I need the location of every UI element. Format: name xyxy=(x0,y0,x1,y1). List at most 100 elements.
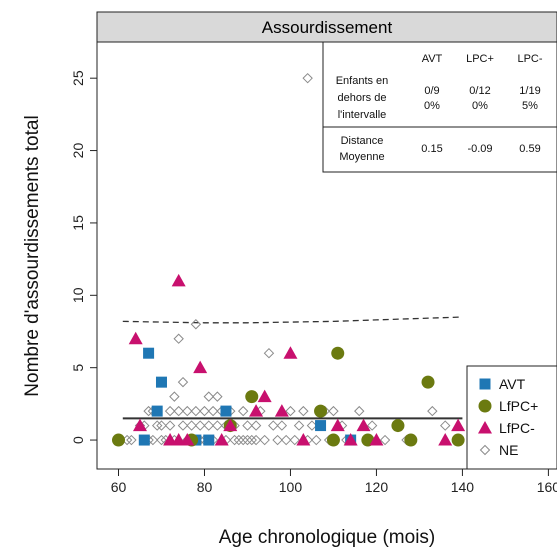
legend-label: LfPC+ xyxy=(499,398,538,414)
point-ne xyxy=(212,391,223,402)
point-ne xyxy=(207,405,219,417)
point-ne xyxy=(354,405,365,417)
point-lfpc-minus xyxy=(180,433,195,446)
stats-table: AVT LPC+ LPC- Enfants en dehors de l'interval… xyxy=(322,41,557,173)
point-ne xyxy=(229,434,240,446)
table-col-header: LPC+ xyxy=(466,53,494,65)
point-ne xyxy=(212,420,223,431)
point-ne xyxy=(164,405,176,417)
point-ne xyxy=(298,405,309,417)
point-ne xyxy=(246,434,257,446)
point-avt xyxy=(151,405,163,417)
table-cell: 0/12 xyxy=(469,85,490,97)
point-ne xyxy=(177,420,189,431)
point-avt xyxy=(220,405,232,417)
point-lfpc-minus xyxy=(132,418,147,432)
point-ne xyxy=(285,405,296,417)
point-lfpc-minus xyxy=(257,389,272,403)
y-axis-title: Nombre d'assourdissements total xyxy=(22,115,43,396)
point-ne xyxy=(194,420,206,431)
title-strip xyxy=(96,11,557,43)
table-cell: 0/9 xyxy=(424,85,439,97)
table-row-label: Moyenne xyxy=(339,151,384,163)
point-ne xyxy=(328,405,339,417)
table-col-header: AVT xyxy=(422,53,443,65)
point-lfpc-minus xyxy=(356,418,371,432)
point-lfpc-plus xyxy=(111,433,125,447)
table-cell: 0% xyxy=(424,100,440,112)
legend-marker xyxy=(479,444,491,456)
axes: 60 80 100 120 140 160 0 5 10 15 20 25 xyxy=(70,70,557,495)
y-tick-label: 10 xyxy=(70,287,86,303)
x-tick-label: 100 xyxy=(279,479,303,495)
point-ne xyxy=(237,405,249,417)
point-lfpc-plus xyxy=(391,419,405,433)
point-lfpc-plus xyxy=(451,433,465,447)
point-lfpc-plus xyxy=(404,433,418,447)
upper-bound-line xyxy=(122,316,463,324)
point-lfpc-minus xyxy=(274,404,289,417)
table-col-header: LPC- xyxy=(517,53,542,65)
point-lfpc-minus xyxy=(369,433,384,446)
point-ne xyxy=(203,420,214,431)
table-cell: 0% xyxy=(472,100,488,112)
y-tick-label: 15 xyxy=(70,215,86,231)
point-lfpc-minus xyxy=(296,433,311,446)
legend-marker xyxy=(478,421,492,434)
point-ne xyxy=(177,376,189,388)
point-ne xyxy=(173,405,184,417)
table-row-label: Enfants en xyxy=(336,75,389,87)
legend-marker xyxy=(478,399,492,413)
point-ne xyxy=(126,434,137,446)
table-cell: 1/19 xyxy=(519,85,540,97)
point-ne xyxy=(190,319,202,330)
point-ne xyxy=(199,405,210,417)
point-ne xyxy=(440,420,451,431)
reference-lines xyxy=(122,316,463,420)
point-ne xyxy=(242,420,253,431)
table-row-label: l'intervalle xyxy=(338,109,387,121)
point-avt xyxy=(155,376,167,388)
point-ne xyxy=(242,434,253,446)
point-ne xyxy=(306,420,318,431)
point-lfpc-plus xyxy=(314,404,328,418)
point-avt xyxy=(315,420,327,432)
legend-label: NE xyxy=(499,442,518,458)
point-avt xyxy=(143,347,155,359)
point-ne xyxy=(293,420,305,431)
table-cell: 0.15 xyxy=(421,143,442,155)
point-lfpc-plus xyxy=(331,346,345,360)
point-ne xyxy=(173,333,184,344)
point-lfpc-minus xyxy=(343,433,358,446)
x-axis-title: Age chronologique (mois) xyxy=(219,527,436,548)
point-ne xyxy=(263,347,275,359)
legend-label: AVT xyxy=(499,376,526,392)
point-ne xyxy=(311,434,322,446)
data-marks xyxy=(111,72,466,447)
point-ne xyxy=(186,420,197,431)
point-ne xyxy=(272,434,283,446)
point-ne xyxy=(302,72,313,84)
point-ne xyxy=(379,434,391,446)
point-ne xyxy=(147,434,159,446)
point-ne xyxy=(250,434,262,446)
x-tick-label: 120 xyxy=(365,479,389,495)
table-cell: 0.59 xyxy=(519,143,540,155)
point-avt xyxy=(203,434,215,446)
point-lfpc-minus xyxy=(451,418,466,432)
point-lfpc-minus xyxy=(438,433,453,446)
point-ne xyxy=(182,405,193,417)
point-ne xyxy=(268,420,279,431)
point-ne xyxy=(169,391,180,402)
point-ne xyxy=(259,434,270,446)
table-box xyxy=(322,41,557,173)
legend-label: LfPC- xyxy=(499,420,535,436)
point-lfpc-minus xyxy=(214,433,229,446)
y-tick-label: 5 xyxy=(70,364,86,372)
legend-marker xyxy=(479,378,491,390)
point-lfpc-minus xyxy=(283,346,298,359)
point-lfpc-minus xyxy=(330,418,345,432)
point-lfpc-minus xyxy=(193,360,208,374)
point-lfpc-minus xyxy=(223,418,238,432)
